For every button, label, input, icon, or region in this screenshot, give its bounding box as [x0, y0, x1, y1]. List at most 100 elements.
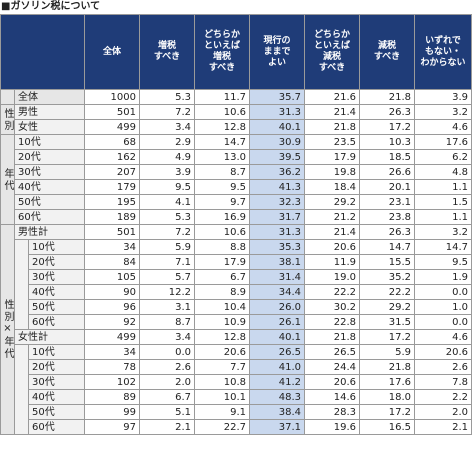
cell: 2.6: [139, 359, 195, 375]
cell: 90: [84, 284, 140, 300]
cell: 8.8: [194, 239, 250, 255]
row: 年代 10代 68 2.9 14.7 30.9 23.5 10.3 17.6: [0, 134, 472, 225]
row-label: 全体: [14, 89, 85, 105]
cell: 2.6: [414, 359, 472, 375]
cell: 21.8: [359, 359, 415, 375]
cell: 11.9: [304, 254, 360, 270]
cell: 7.1: [139, 254, 195, 270]
row-label: 40代: [14, 179, 85, 195]
cell: 2.9: [139, 134, 195, 150]
row: 50代 96 3.1 10.4 26.0 30.2 29.2 1.0: [1, 299, 472, 315]
cell: 14.7: [194, 134, 250, 150]
cell: 30.9: [249, 134, 305, 150]
cell: 6.7: [194, 269, 250, 285]
cell: 8.9: [194, 284, 250, 300]
cell: 34.4: [249, 284, 305, 300]
cell: 39.5: [249, 149, 305, 165]
cell: 20.6: [304, 239, 360, 255]
row-label: 40代: [28, 284, 85, 300]
row: 50代 99 5.1 9.1 38.4 28.3 17.2 2.0: [1, 404, 472, 420]
cell: 22.2: [304, 284, 360, 300]
row: 60代 97 2.1 22.7 37.1 19.6 16.5 2.1: [1, 419, 472, 435]
cell: 24.4: [304, 359, 360, 375]
cell: 16.9: [194, 209, 250, 225]
cell: 41.0: [249, 359, 305, 375]
cell: 10.6: [194, 224, 250, 240]
cell: 4.6: [414, 329, 472, 345]
cell: 13.0: [194, 149, 250, 165]
row: 性別 男性 501 7.2 10.6 31.3 21.4 26.3 3.2: [0, 104, 472, 135]
cell: 2.1: [139, 419, 195, 435]
group-label: 性別: [0, 104, 15, 135]
cell: 1.1: [414, 209, 472, 225]
cell: 0.0: [414, 314, 472, 330]
cell: 12.8: [194, 119, 250, 135]
cell: 68: [84, 134, 140, 150]
cell: 99: [84, 404, 140, 420]
cell: 38.1: [249, 254, 305, 270]
row-label: 60代: [28, 314, 85, 330]
cell: 26.0: [249, 299, 305, 315]
cell: 34: [84, 239, 140, 255]
cell: 40.1: [249, 329, 305, 345]
cell: 36.2: [249, 164, 305, 180]
row: 60代 92 8.7 10.9 26.1 22.8 31.5 0.0: [1, 314, 472, 330]
row: 40代 90 12.2 8.9 34.4 22.2 22.2 0.0: [1, 284, 472, 300]
cell: 501: [84, 224, 140, 240]
cell: 1.5: [414, 194, 472, 210]
cell: 9.1: [194, 404, 250, 420]
cell: 9.5: [194, 179, 250, 195]
row-label: 20代: [14, 149, 85, 165]
cell: 21.8: [359, 89, 415, 105]
row-label: 50代: [28, 299, 85, 315]
cell: 23.5: [304, 134, 360, 150]
column-header: 全体: [84, 14, 140, 90]
cell: 14.7: [359, 239, 415, 255]
column-header: どちらか といえば 減税 すべき: [304, 14, 360, 90]
cell: 5.9: [139, 239, 195, 255]
cell: 22.2: [359, 284, 415, 300]
cell: 105: [84, 269, 140, 285]
cell: 4.9: [139, 149, 195, 165]
cell: 32.3: [249, 194, 305, 210]
cell: 5.3: [139, 89, 195, 105]
cell: 9.5: [414, 254, 472, 270]
cell: 195: [84, 194, 140, 210]
cell: 78: [84, 359, 140, 375]
cell: 501: [84, 104, 140, 120]
cell: 26.6: [359, 164, 415, 180]
cell: 0.0: [414, 284, 472, 300]
cell: 1.1: [414, 179, 472, 195]
cell: 17.6: [414, 134, 472, 150]
row: 20代 162 4.9 13.0 39.5 17.9 18.5 6.2: [1, 149, 472, 165]
cell: 2.2: [414, 389, 472, 405]
row-label: 20代: [28, 254, 85, 270]
cell: 179: [84, 179, 140, 195]
row-label: 30代: [14, 164, 85, 180]
cell: 35.7: [249, 89, 305, 105]
cell: 20.1: [359, 179, 415, 195]
cell: 12.2: [139, 284, 195, 300]
row-label: 50代: [14, 194, 85, 210]
cell: 26.3: [359, 224, 415, 240]
indent: [14, 344, 29, 435]
row: 30代 105 5.7 6.7 31.4 19.0 35.2 1.9: [1, 269, 472, 285]
cell: 16.5: [359, 419, 415, 435]
cell: 92: [84, 314, 140, 330]
cell: 7.2: [139, 104, 195, 120]
cell: 21.6: [304, 89, 360, 105]
cell: 26.3: [359, 104, 415, 120]
cell: 207: [84, 164, 140, 180]
cell: 1000: [84, 89, 140, 105]
cell: 10.3: [359, 134, 415, 150]
cell: 26.5: [304, 344, 360, 360]
cell: 5.1: [139, 404, 195, 420]
cell: 14.7: [414, 239, 472, 255]
cell: 40.1: [249, 119, 305, 135]
cell: 29.2: [304, 194, 360, 210]
row-label: 20代: [28, 359, 85, 375]
cell: 10.4: [194, 299, 250, 315]
cell: 31.4: [249, 269, 305, 285]
cell: 6.2: [414, 149, 472, 165]
